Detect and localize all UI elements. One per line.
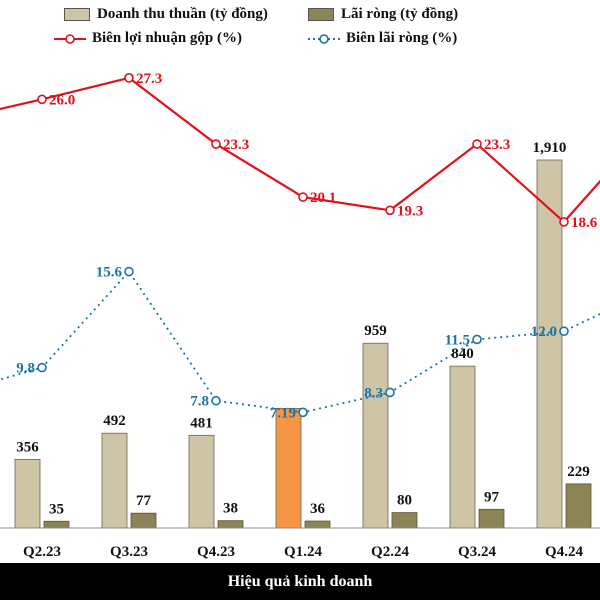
legend-line-gross-margin bbox=[54, 33, 86, 44]
legend-label-revenue: Doanh thu thuần (tỷ đồng) bbox=[97, 6, 268, 22]
net-profit-value-label: 36 bbox=[310, 501, 326, 517]
net-profit-bar bbox=[217, 520, 244, 529]
legend-swatch-net-profit bbox=[308, 8, 334, 21]
revenue-value-label: 481 bbox=[190, 415, 213, 431]
net-margin-label: 12.0 bbox=[531, 324, 557, 340]
x-tick-label: Q2.23 bbox=[23, 544, 61, 560]
x-tick-label: Q4.24 bbox=[545, 544, 583, 560]
net-profit-value-label: 80 bbox=[397, 493, 412, 509]
net-margin-label: 7.8 bbox=[190, 394, 209, 410]
net-margin-point bbox=[211, 395, 221, 406]
gross-margin-point bbox=[385, 205, 395, 216]
net-profit-value-label: 97 bbox=[484, 489, 500, 505]
labels-layer: 356 35 492 77 481 38 36 959 80 840 97 1,910 229 26.0 2… bbox=[16, 71, 598, 517]
revenue-bar bbox=[362, 342, 389, 529]
legend-line-net-margin bbox=[308, 33, 340, 44]
revenue-bar bbox=[14, 459, 41, 529]
net-margin-label: 8.3 bbox=[364, 385, 383, 401]
legend-label-net-margin: Biên lãi ròng (%) bbox=[346, 30, 458, 46]
gross-margin-point bbox=[298, 192, 308, 202]
net-profit-bar bbox=[565, 483, 592, 529]
gross-margin-point bbox=[472, 139, 482, 149]
legend-item-net-margin: Biên lãi ròng (%) bbox=[308, 30, 457, 47]
net-profit-value-label: 77 bbox=[136, 493, 152, 509]
x-axis: Q2.23 Q3.23 Q4.23 Q1.24 Q2.24 Q3.24 Q4.24 bbox=[0, 527, 600, 560]
revenue-value-label: 1,910 bbox=[533, 140, 567, 156]
lines-layer bbox=[0, 73, 600, 418]
net-profit-value-label: 35 bbox=[49, 501, 64, 517]
chart-footer: Hiệu quả kinh doanh bbox=[0, 563, 600, 600]
revenue-bar bbox=[275, 407, 302, 529]
gross-margin-label: 23.3 bbox=[484, 137, 510, 153]
net-margin-label: 15.6 bbox=[96, 265, 123, 281]
revenue-value-label: 959 bbox=[364, 323, 387, 339]
net-margin-label: 11.5 bbox=[445, 332, 470, 348]
revenue-value-label: 840 bbox=[451, 346, 474, 362]
net-profit-bar bbox=[478, 508, 505, 529]
revenue-bar bbox=[188, 434, 215, 529]
revenue-bar bbox=[449, 365, 476, 529]
footer-title: Hiệu quả kinh doanh bbox=[227, 572, 373, 590]
net-margin-point bbox=[472, 334, 482, 345]
x-tick-label: Q2.24 bbox=[371, 544, 409, 560]
gross-margin-point bbox=[211, 139, 221, 149]
net-profit-bar bbox=[391, 512, 418, 529]
revenue-bar bbox=[101, 432, 128, 529]
gross-margin-label: 19.3 bbox=[397, 203, 423, 219]
business-performance-chart: 356 35 492 77 481 38 36 959 80 840 97 1,910 229 26.0 2… bbox=[0, 71, 600, 560]
chart-legend: Doanh thu thuần (tỷ đồng) Lãi ròng (tỷ đ… bbox=[0, 0, 600, 60]
net-margin-point bbox=[124, 266, 134, 277]
x-tick-label: Q4.23 bbox=[197, 544, 235, 560]
net-margin-point bbox=[298, 407, 308, 418]
legend-swatch-revenue bbox=[64, 8, 90, 21]
revenue-value-label: 492 bbox=[103, 413, 126, 429]
x-tick-label: Q3.23 bbox=[110, 544, 148, 560]
legend-item-revenue: Doanh thu thuần (tỷ đồng) bbox=[64, 6, 268, 23]
gross-margin-point bbox=[559, 217, 569, 227]
legend-label-net-profit: Lãi ròng (tỷ đồng) bbox=[341, 6, 459, 22]
legend-item-gross-margin: Biên lợi nhuận gộp (%) bbox=[54, 30, 242, 47]
revenue-bar bbox=[536, 159, 563, 529]
net-margin-label: 7.19 bbox=[270, 405, 296, 421]
legend-item-net-profit: Lãi ròng (tỷ đồng) bbox=[308, 6, 458, 23]
legend-label-gross-margin: Biên lợi nhuận gộp (%) bbox=[92, 30, 243, 46]
net-profit-value-label: 38 bbox=[223, 501, 238, 517]
net-margin-point bbox=[37, 362, 47, 373]
gross-margin-label: 18.6 bbox=[571, 215, 598, 231]
gross-margin-label: 23.3 bbox=[223, 137, 249, 153]
net-profit-bar bbox=[43, 520, 70, 529]
bars-layer bbox=[14, 159, 592, 529]
gross-margin-label: 27.3 bbox=[136, 71, 162, 87]
revenue-value-label: 356 bbox=[16, 439, 39, 455]
net-margin-point bbox=[559, 326, 569, 336]
net-margin-line bbox=[0, 270, 600, 414]
net-profit-bar bbox=[304, 520, 331, 529]
gross-margin-point bbox=[37, 94, 47, 105]
net-profit-bar bbox=[130, 512, 157, 529]
net-profit-value-label: 229 bbox=[567, 464, 590, 480]
x-tick-label: Q1.24 bbox=[284, 544, 322, 560]
gross-margin-point bbox=[124, 73, 134, 83]
gross-margin-label: 26.0 bbox=[49, 92, 75, 108]
gross-margin-label: 20.1 bbox=[310, 190, 336, 206]
net-margin-point bbox=[385, 387, 395, 398]
net-margin-label: 9.8 bbox=[16, 361, 35, 377]
x-tick-label: Q3.24 bbox=[458, 544, 496, 560]
